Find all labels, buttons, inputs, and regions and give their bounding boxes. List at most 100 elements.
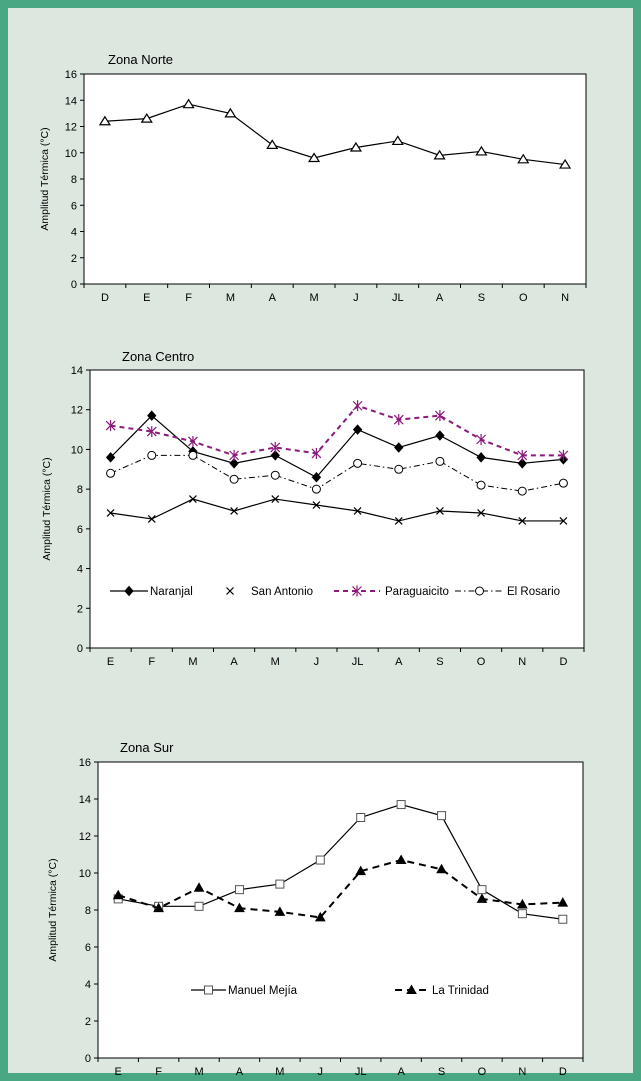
legend-label: La Trinidad — [432, 985, 489, 997]
legend: Naranjal San Antonio Paraguaicito El Rosari… — [110, 585, 560, 598]
data-point — [353, 458, 363, 468]
data-point — [559, 516, 568, 525]
legend-label: Paraguaicito — [385, 586, 449, 598]
x-tick-label: JL — [355, 1066, 367, 1078]
data-point — [352, 424, 363, 435]
x-tick-label: M — [226, 292, 235, 304]
x-tick-label: J — [318, 1066, 324, 1078]
data-point — [352, 400, 363, 412]
data-point — [194, 901, 204, 911]
data-point — [147, 410, 157, 421]
data-point — [182, 98, 195, 109]
data-point — [266, 139, 279, 149]
data-point — [518, 516, 527, 525]
y-tick-label: 6 — [85, 942, 91, 954]
plot-area — [97, 761, 584, 1059]
legend-marker — [124, 585, 134, 597]
data-point — [435, 456, 445, 466]
data-point — [476, 434, 487, 445]
legend-item: El Rosario — [455, 586, 560, 598]
data-point — [193, 882, 205, 892]
data-point — [476, 893, 488, 903]
legend-item: Manuel Mejía — [191, 985, 298, 997]
legend-marker — [204, 985, 213, 995]
x-tick-label: N — [561, 292, 569, 304]
data-point — [396, 800, 406, 810]
y-tick-label: 8 — [85, 905, 91, 917]
data-point — [105, 420, 116, 432]
data-point — [224, 107, 237, 118]
legend-marker — [406, 984, 417, 994]
x-tick-label: O — [477, 656, 486, 668]
y-tick-label: 14 — [79, 794, 91, 806]
data-point — [311, 484, 321, 494]
series-line — [110, 454, 564, 492]
data-point — [557, 897, 569, 907]
data-point — [475, 145, 488, 156]
y-tick-label: 0 — [77, 643, 83, 655]
y-tick-label: 8 — [77, 484, 83, 496]
x-tick-label: E — [115, 1066, 122, 1078]
y-tick-label: 2 — [85, 1016, 91, 1028]
data-point — [188, 450, 198, 460]
data-point — [112, 889, 124, 900]
data-point — [275, 879, 285, 889]
data-point — [105, 452, 116, 463]
y-tick-label: 10 — [65, 148, 77, 160]
data-point — [147, 450, 157, 460]
data-point — [308, 152, 321, 163]
data-point — [106, 509, 115, 517]
x-tick-label: J — [353, 292, 359, 304]
data-point — [394, 464, 404, 474]
chart-title: Zona Norte — [108, 52, 173, 67]
legend-marker — [475, 586, 484, 596]
data-point — [391, 135, 404, 146]
x-tick-label: M — [194, 1066, 203, 1078]
data-point — [98, 115, 111, 126]
data-point — [271, 495, 280, 503]
x-tick-label: A — [230, 656, 238, 668]
legend-label: Manuel Mejía — [228, 985, 298, 997]
x-tick-label: J — [314, 656, 320, 668]
data-point — [517, 153, 530, 164]
data-point — [517, 458, 527, 469]
data-point — [558, 478, 568, 488]
x-tick-label: S — [478, 292, 485, 304]
data-point — [437, 811, 447, 821]
x-tick-label: O — [519, 292, 528, 304]
data-point — [153, 902, 164, 913]
data-point — [435, 430, 445, 441]
chart-3: Zona Sur Amplitud Térmica (°C) 0 2 4 6 8 10 12 14… — [47, 740, 584, 1078]
data-point — [355, 865, 367, 876]
data-point — [146, 426, 157, 438]
y-tick-label: 4 — [71, 227, 77, 239]
x-tick-label: S — [438, 1066, 445, 1078]
legend-marker — [226, 587, 234, 595]
data-point — [435, 507, 444, 515]
series-1 — [98, 98, 572, 169]
data-point — [558, 449, 569, 461]
x-tick-label: O — [478, 1066, 487, 1078]
x-tick-label: M — [309, 292, 318, 304]
legend-item: Paraguaicito — [334, 585, 449, 598]
x-tick-label: M — [275, 1066, 284, 1078]
data-point — [433, 149, 446, 160]
data-point — [234, 885, 244, 895]
data-point — [230, 507, 239, 515]
x-tick-label: D — [559, 656, 567, 668]
data-point — [393, 414, 404, 426]
plot-area — [83, 73, 587, 285]
data-point — [477, 509, 486, 517]
data-point — [270, 450, 280, 461]
plot-area — [89, 369, 585, 649]
y-tick-label: 12 — [65, 122, 77, 134]
x-tick-label: N — [518, 1066, 526, 1078]
chart-title: Zona Sur — [120, 740, 174, 755]
data-point — [312, 501, 321, 509]
y-tick-label: 12 — [71, 405, 83, 417]
data-point — [229, 458, 239, 469]
y-tick-label: 8 — [71, 174, 77, 186]
x-tick-label: F — [155, 1066, 162, 1078]
x-tick-label: S — [436, 656, 443, 668]
